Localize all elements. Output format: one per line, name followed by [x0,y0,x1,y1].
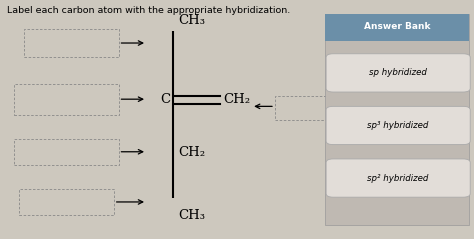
Text: CH₃: CH₃ [179,15,206,27]
FancyBboxPatch shape [326,106,470,145]
Text: sp² hybridized: sp² hybridized [367,174,429,183]
FancyBboxPatch shape [326,159,470,197]
FancyBboxPatch shape [325,14,469,41]
Text: Answer Bank: Answer Bank [364,22,430,31]
Text: C: C [161,93,171,106]
Text: CH₂: CH₂ [179,147,206,159]
Text: sp³ hybridized: sp³ hybridized [367,121,429,130]
Text: Label each carbon atom with the appropriate hybridization.: Label each carbon atom with the appropri… [7,6,291,15]
FancyBboxPatch shape [325,14,469,225]
Text: CH₂: CH₂ [223,93,250,106]
Text: CH₃: CH₃ [179,209,206,222]
FancyBboxPatch shape [326,54,470,92]
Text: sp hybridized: sp hybridized [369,68,427,77]
